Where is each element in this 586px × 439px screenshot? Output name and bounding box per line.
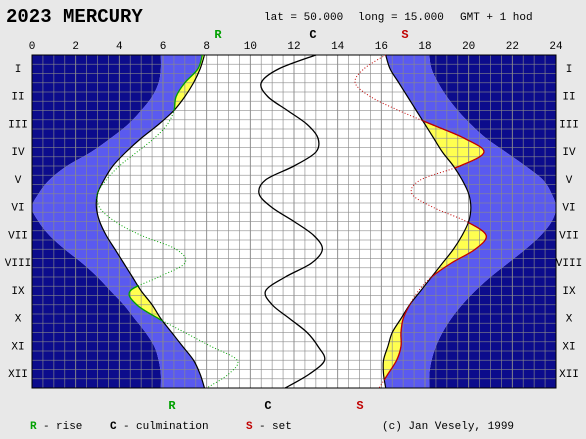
legend-key: R xyxy=(30,421,37,433)
month-label-right: II xyxy=(562,92,575,104)
x-tick-label: 12 xyxy=(287,41,300,53)
x-tick-label: 14 xyxy=(331,41,345,53)
series-line xyxy=(258,54,326,389)
month-label-left: IV xyxy=(11,147,25,159)
month-label-right: I xyxy=(566,64,573,76)
x-tick-label: 0 xyxy=(29,41,36,53)
x-tick-label: 4 xyxy=(116,41,123,53)
rise-marker-bottom: R xyxy=(168,399,176,413)
x-tick-label: 24 xyxy=(549,41,563,53)
month-label-right: XII xyxy=(559,369,579,381)
legend-separator: - xyxy=(259,421,266,433)
legend-separator: - xyxy=(43,421,50,433)
set-marker-bottom: S xyxy=(356,399,363,413)
month-label-left: VIII xyxy=(5,258,31,270)
month-label-left: IX xyxy=(11,286,25,298)
x-tick-label: 6 xyxy=(160,41,167,53)
month-label-right: IX xyxy=(562,286,576,298)
month-label-left: XI xyxy=(11,341,24,353)
x-tick-label: 8 xyxy=(203,41,210,53)
month-label-right: XI xyxy=(562,341,575,353)
x-tick-label: 2 xyxy=(72,41,79,53)
legend-label: set xyxy=(272,421,292,433)
x-tick-label: 22 xyxy=(506,41,519,53)
legend-label: culmination xyxy=(136,421,209,433)
month-label-left: I xyxy=(15,64,22,76)
month-label-left: X xyxy=(15,314,22,326)
plot-frame xyxy=(31,54,557,389)
legend-separator: - xyxy=(123,421,130,433)
month-label-right: VIII xyxy=(556,258,582,270)
copyright: (c) Jan Vesely, 1999 xyxy=(382,421,514,433)
x-tick-label: 18 xyxy=(418,41,431,53)
culmination-marker-top: C xyxy=(309,28,316,42)
x-tick-label: 20 xyxy=(462,41,475,53)
longitude: long = 15.000 xyxy=(358,12,444,24)
legend-label: rise xyxy=(56,421,82,433)
sunrise-line xyxy=(95,54,206,389)
legend-key: S xyxy=(246,421,253,433)
chart-title: 2023 MERCURY xyxy=(6,6,143,28)
month-label-right: VI xyxy=(562,203,575,215)
timezone: GMT + 1 hod xyxy=(460,12,533,24)
month-label-left: XII xyxy=(8,369,28,381)
month-label-right: III xyxy=(559,119,579,131)
month-label-left: III xyxy=(8,119,28,131)
month-label-left: VI xyxy=(11,203,24,215)
month-label-right: V xyxy=(566,175,573,187)
x-tick-label: 16 xyxy=(375,41,388,53)
sunset-line xyxy=(382,54,472,389)
month-label-left: VII xyxy=(8,230,28,242)
latitude: lat = 50.000 xyxy=(264,12,343,24)
month-label-left: V xyxy=(15,175,22,187)
culmination-marker-bottom: C xyxy=(264,399,271,413)
month-label-right: X xyxy=(566,314,573,326)
month-label-right: IV xyxy=(562,147,576,159)
set-marker-top: S xyxy=(401,28,408,42)
x-tick-label: 10 xyxy=(244,41,257,53)
month-label-right: VII xyxy=(559,230,579,242)
month-label-left: II xyxy=(11,92,24,104)
legend-key: C xyxy=(110,421,117,433)
rise-marker-top: R xyxy=(214,28,222,42)
